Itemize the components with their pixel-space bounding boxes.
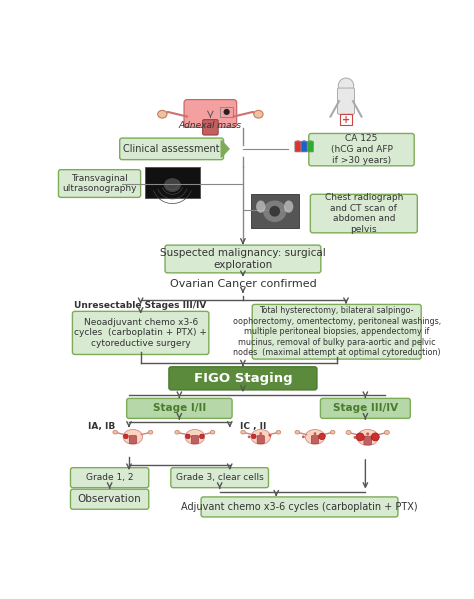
Text: Adnexal mass: Adnexal mass	[179, 121, 242, 130]
Text: Suspected malignancy: surgical
exploration: Suspected malignancy: surgical explorati…	[160, 248, 326, 270]
Circle shape	[376, 434, 379, 437]
Ellipse shape	[123, 429, 143, 444]
Circle shape	[314, 432, 316, 435]
FancyBboxPatch shape	[120, 138, 224, 160]
FancyBboxPatch shape	[251, 194, 299, 228]
FancyBboxPatch shape	[165, 245, 321, 273]
Text: Ovarian Cancer confirmed: Ovarian Cancer confirmed	[170, 279, 316, 289]
Text: Grade 1, 2: Grade 1, 2	[86, 473, 133, 482]
Text: Observation: Observation	[78, 494, 142, 504]
Text: Adjuvant chemo x3-6 cycles (carboplatin + PTX): Adjuvant chemo x3-6 cycles (carboplatin …	[181, 502, 418, 512]
Circle shape	[371, 433, 379, 441]
Ellipse shape	[357, 429, 378, 446]
FancyBboxPatch shape	[301, 141, 307, 152]
Text: FIGO Staging: FIGO Staging	[193, 372, 292, 385]
Ellipse shape	[263, 201, 286, 222]
FancyBboxPatch shape	[337, 88, 355, 114]
FancyBboxPatch shape	[58, 170, 141, 198]
FancyBboxPatch shape	[171, 468, 268, 488]
Circle shape	[251, 434, 256, 438]
Ellipse shape	[330, 431, 335, 434]
FancyBboxPatch shape	[202, 120, 218, 135]
FancyBboxPatch shape	[310, 194, 417, 233]
Circle shape	[319, 433, 325, 440]
Circle shape	[356, 433, 364, 441]
Ellipse shape	[269, 206, 280, 217]
Circle shape	[248, 435, 251, 438]
Ellipse shape	[210, 431, 215, 434]
Text: Clinical assessment: Clinical assessment	[123, 144, 220, 154]
FancyBboxPatch shape	[73, 311, 209, 355]
Circle shape	[224, 109, 230, 115]
Text: Total hysterectomy, bilateral salpingo-
oophorectomy, omentectomy, peritoneal wa: Total hysterectomy, bilateral salpingo- …	[233, 307, 441, 357]
Ellipse shape	[185, 429, 205, 444]
Ellipse shape	[295, 431, 300, 434]
Polygon shape	[221, 140, 229, 158]
FancyBboxPatch shape	[191, 435, 199, 444]
Text: IA, IB: IA, IB	[88, 422, 116, 431]
Circle shape	[301, 140, 307, 147]
FancyBboxPatch shape	[145, 167, 200, 198]
FancyBboxPatch shape	[364, 436, 372, 444]
Ellipse shape	[284, 201, 293, 213]
Circle shape	[302, 435, 305, 438]
Ellipse shape	[305, 429, 325, 444]
FancyBboxPatch shape	[307, 141, 313, 152]
FancyBboxPatch shape	[169, 367, 317, 390]
Ellipse shape	[175, 431, 180, 434]
Circle shape	[259, 432, 262, 435]
Circle shape	[124, 434, 128, 438]
Circle shape	[323, 434, 326, 437]
Text: Transvaginal
ultrasonography: Transvaginal ultrasonography	[62, 174, 137, 193]
Circle shape	[200, 434, 204, 438]
Text: Stage I/II: Stage I/II	[153, 403, 206, 413]
Circle shape	[366, 432, 369, 435]
Ellipse shape	[346, 431, 351, 434]
Text: Stage III/IV: Stage III/IV	[333, 403, 398, 413]
Circle shape	[354, 436, 356, 439]
Text: IC , II: IC , II	[240, 422, 266, 431]
Ellipse shape	[256, 201, 265, 213]
Ellipse shape	[251, 429, 271, 444]
FancyBboxPatch shape	[129, 435, 137, 444]
Ellipse shape	[164, 178, 181, 192]
Text: Chest radiograph
and CT scan of
abdomen and
pelvis: Chest radiograph and CT scan of abdomen …	[325, 193, 403, 234]
FancyBboxPatch shape	[201, 497, 398, 517]
Ellipse shape	[254, 110, 263, 118]
Ellipse shape	[148, 431, 153, 434]
FancyBboxPatch shape	[71, 489, 149, 509]
Circle shape	[269, 434, 272, 437]
Circle shape	[338, 78, 354, 93]
Ellipse shape	[158, 110, 167, 118]
Text: Unresectable Stages III/IV: Unresectable Stages III/IV	[74, 301, 207, 310]
Text: Neoadjuvant chemo x3-6
cycles  (carboplatin + PTX) +
cytoreductive surgery: Neoadjuvant chemo x3-6 cycles (carboplat…	[74, 317, 207, 348]
FancyBboxPatch shape	[320, 398, 410, 418]
Circle shape	[295, 140, 301, 147]
FancyBboxPatch shape	[257, 435, 264, 444]
Ellipse shape	[384, 431, 389, 434]
Ellipse shape	[241, 431, 246, 434]
Ellipse shape	[276, 431, 281, 434]
Ellipse shape	[113, 431, 118, 434]
Circle shape	[307, 140, 313, 147]
FancyBboxPatch shape	[311, 435, 319, 444]
Text: +: +	[342, 114, 350, 125]
Text: Grade 3, clear cells: Grade 3, clear cells	[176, 473, 264, 482]
FancyBboxPatch shape	[295, 141, 301, 152]
FancyBboxPatch shape	[184, 99, 237, 128]
Circle shape	[186, 434, 190, 438]
FancyBboxPatch shape	[309, 134, 414, 166]
Text: CA 125
(hCG and AFP
if >30 years): CA 125 (hCG and AFP if >30 years)	[330, 134, 392, 165]
FancyBboxPatch shape	[127, 398, 232, 418]
FancyBboxPatch shape	[252, 304, 421, 359]
FancyBboxPatch shape	[71, 468, 149, 488]
